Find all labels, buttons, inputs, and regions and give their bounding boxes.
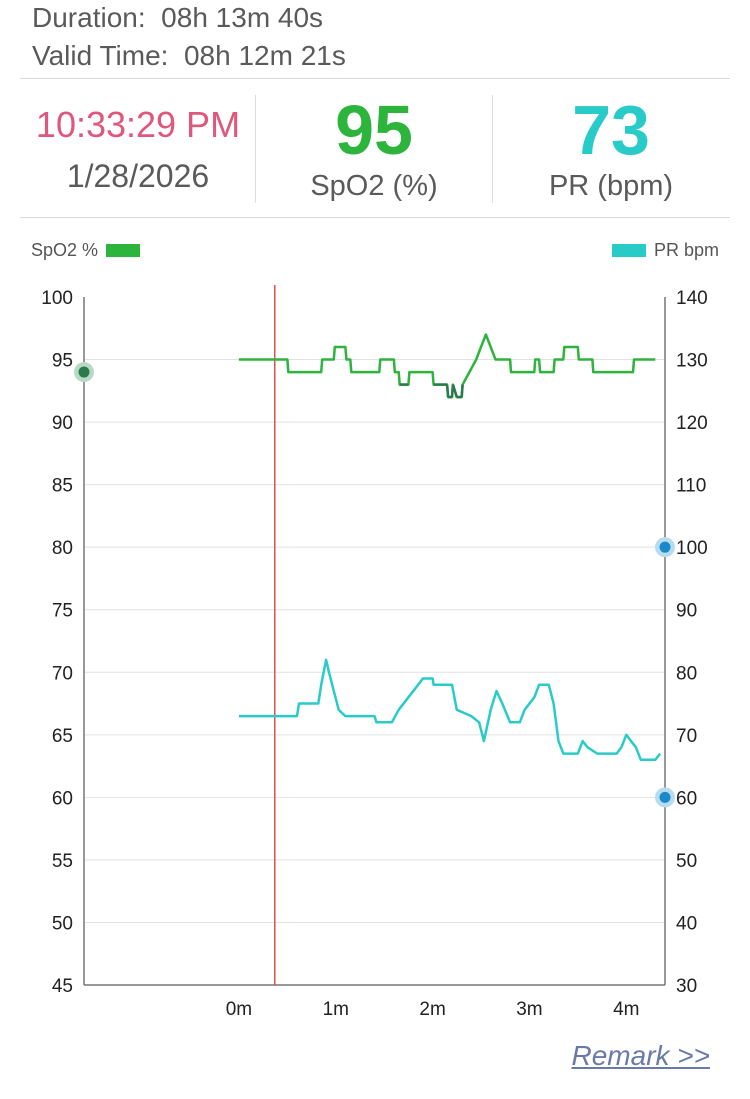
remark-link[interactable]: Remark >> — [571, 1040, 711, 1071]
left-tick-label: 90 — [52, 413, 73, 434]
x-tick-label: 3m — [516, 999, 542, 1020]
left-tick-label: 55 — [52, 851, 73, 872]
left-tick-label: 45 — [52, 976, 73, 997]
spo2-label: SpO2 (%) — [310, 170, 438, 202]
left-tick-label: 85 — [52, 476, 73, 497]
right-tick-label: 70 — [676, 726, 697, 747]
left-tick-label: 60 — [52, 788, 73, 809]
left-tick-label: 75 — [52, 601, 73, 622]
pr-label: PR (bpm) — [548, 170, 674, 202]
pr-value: 73 — [572, 91, 650, 169]
trend-chart[interactable]: 100 95 90 85 80 75 70 65 60 55 50 45 140 130 120 110 100… — [0, 270, 750, 1030]
legend-pr-swatch — [611, 244, 646, 257]
spo2-value: 95 — [335, 91, 413, 169]
x-tick-label: 4m — [613, 999, 639, 1020]
pr-panel: 73 PR (bpm) — [492, 0, 730, 220]
divider-middle — [20, 217, 730, 218]
divider-vertical-1 — [255, 95, 256, 203]
spo2-marker — [78, 366, 90, 378]
right-tick-label: 120 — [676, 413, 708, 434]
timestamp-panel: 10:33:29 PM 1/28/2026 — [20, 0, 256, 220]
right-tick-label: 30 — [676, 976, 697, 997]
right-tick-label: 110 — [676, 476, 706, 497]
right-tick-label: 130 — [676, 351, 708, 372]
spo2-dip-segment — [451, 384, 459, 398]
pr-series-line — [238, 658, 662, 762]
legend-spo2-label: SpO2 % — [31, 240, 99, 260]
left-tick-label: 95 — [52, 351, 73, 372]
right-tick-label: 50 — [676, 851, 697, 872]
valid-time-text: Valid Time: 08h 12m 21s — [32, 40, 346, 71]
pr-marker — [659, 541, 671, 553]
legend-pr: PR bpm — [611, 240, 719, 261]
right-tick-label: 80 — [676, 663, 697, 684]
legend-spo2-swatch — [106, 244, 141, 257]
right-tick-label: 140 — [676, 288, 708, 309]
spo2-dip-segment — [460, 384, 464, 398]
right-tick-label: 100 — [676, 538, 708, 559]
spo2-series-line — [238, 333, 656, 399]
left-tick-label: 80 — [52, 538, 73, 559]
pr-marker — [659, 791, 671, 803]
left-tick-label: 70 — [52, 663, 73, 684]
left-tick-label: 100 — [41, 288, 73, 309]
current-date: 1/28/2026 — [66, 158, 210, 194]
x-tick-label: 0m — [226, 999, 252, 1020]
spo2-dip-segment — [445, 384, 450, 398]
duration-text: Duration: 08h 13m 40s — [32, 2, 324, 33]
divider-vertical-2 — [492, 95, 493, 203]
right-tick-label: 60 — [676, 788, 697, 809]
right-tick-label: 90 — [676, 601, 697, 622]
right-tick-label: 40 — [676, 913, 697, 934]
left-tick-label: 50 — [52, 913, 73, 934]
x-tick-label: 2m — [419, 999, 445, 1020]
legend-spo2: SpO2 % — [31, 240, 141, 261]
spo2-panel: 95 SpO2 (%) — [256, 0, 492, 220]
divider-top — [20, 78, 730, 79]
legend-pr-label: PR bpm — [653, 240, 719, 260]
current-time: 10:33:29 PM — [35, 104, 241, 145]
left-tick-label: 65 — [52, 726, 73, 747]
x-tick-label: 1m — [323, 999, 349, 1020]
